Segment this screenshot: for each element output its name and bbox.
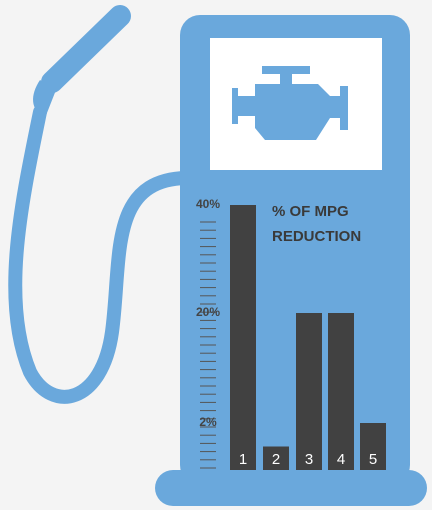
bar — [360, 423, 386, 470]
nozzle-spout — [41, 5, 131, 93]
y-tick-label: 2% — [199, 415, 217, 429]
bar — [230, 205, 256, 470]
y-tick-label: 20% — [196, 305, 220, 319]
x-tick-label: 2 — [272, 451, 280, 468]
engine-icon — [232, 66, 348, 140]
chart: 2% 20% 40% % OF MPG REDUCTION 1 2 3 4 5 — [196, 197, 386, 470]
x-tick-label: 5 — [369, 451, 377, 468]
x-tick-label: 3 — [305, 451, 313, 468]
chart-title: % OF MPG — [272, 203, 349, 220]
x-tick-label: 4 — [337, 451, 345, 468]
bar — [296, 313, 322, 470]
nozzle-handle — [33, 80, 56, 118]
bar — [263, 446, 289, 470]
hose — [8, 105, 193, 404]
pump-base — [155, 470, 427, 506]
bar — [328, 313, 354, 470]
x-tick-label: 1 — [239, 451, 247, 468]
y-tick-label: 40% — [196, 197, 220, 211]
chart-title: REDUCTION — [272, 228, 361, 245]
